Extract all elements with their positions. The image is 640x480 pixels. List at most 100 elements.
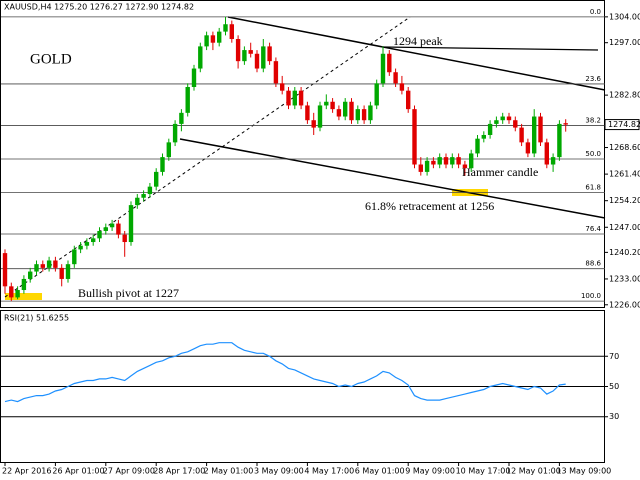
annotation: GOLD — [30, 51, 72, 67]
candle-body — [141, 194, 146, 198]
annotation: 1294 peak — [393, 34, 443, 48]
candle-body — [78, 245, 83, 250]
candle-body — [210, 35, 216, 43]
fib-trend — [4, 16, 411, 298]
candle-body — [450, 157, 455, 165]
marks: 1304.00 1297.00 1282.80 1268.60 1261.40 1254.… — [1, 8, 640, 476]
candle-body — [248, 50, 253, 54]
candle-body — [185, 86, 190, 113]
candle-body — [317, 105, 323, 128]
candle-body — [513, 120, 518, 128]
candle-body — [387, 53, 392, 73]
rsi-line — [4, 342, 566, 403]
y-tick-label: 1304.00 — [609, 12, 640, 21]
x-tick-label: 22 Apr 2016 — [2, 467, 51, 476]
upper-channel — [227, 16, 606, 91]
candle-body — [122, 234, 127, 243]
candle-body — [235, 39, 241, 62]
y-tick-label: 1268.60 — [609, 143, 640, 152]
x-tick-label: 3 May 09:00 — [254, 467, 304, 476]
y-tick-label: 1240.20 — [609, 248, 640, 257]
candle-body — [399, 83, 405, 91]
candle-body — [40, 264, 45, 268]
candle-body — [166, 142, 171, 158]
x-tick-label: 26 Apr 01:00 — [52, 467, 104, 476]
candle-body — [34, 264, 39, 272]
x-tick-label: 9 May 09:00 — [405, 467, 455, 476]
candle-body — [500, 116, 505, 121]
candle-body — [280, 83, 285, 91]
candle-body — [456, 157, 461, 165]
candle-body — [538, 116, 543, 143]
candle-body — [267, 46, 272, 62]
candle-body — [179, 112, 184, 124]
annotation: Hammer candle — [462, 165, 538, 179]
candle-body — [380, 53, 386, 84]
candle-body — [406, 90, 411, 110]
candle-body — [204, 35, 209, 47]
last-price-box — [604, 119, 640, 131]
x-tick-label: 4 May 17:00 — [304, 467, 354, 476]
pivot-highlight — [5, 293, 42, 300]
candle-body — [475, 138, 480, 154]
candle-body — [487, 123, 493, 135]
candle-body — [418, 164, 423, 172]
candle-body — [147, 186, 153, 195]
candle-body — [563, 123, 568, 125]
candle-body — [128, 205, 134, 243]
candle-body — [424, 160, 430, 172]
x-tick-label: 28 Apr 17:00 — [153, 467, 205, 476]
candle-body — [53, 260, 58, 268]
candle-body — [368, 105, 373, 121]
peak-line — [382, 46, 599, 51]
candle-body — [65, 264, 71, 279]
x-tick-label: 10 May 17:00 — [456, 467, 511, 476]
candle-body — [217, 31, 222, 43]
candle-body — [343, 101, 348, 117]
candle-body — [525, 142, 531, 154]
fib-label: 100.0 — [581, 292, 601, 300]
candle-body — [46, 260, 52, 268]
candle-body — [223, 24, 228, 32]
candle-body — [198, 46, 203, 69]
candle-body — [324, 101, 329, 106]
y-tick-label: 30 — [609, 412, 619, 421]
candle-body — [544, 142, 549, 165]
candle-body — [59, 267, 64, 279]
candle-body — [116, 223, 121, 235]
fib-label: 76.4 — [585, 225, 601, 233]
candle-body — [443, 157, 449, 165]
candle-body — [349, 101, 354, 121]
candle-body — [2, 253, 8, 287]
y-tick-label: 1282.80 — [609, 91, 640, 100]
candle-body — [557, 123, 562, 158]
fib-label: 38.2 — [585, 116, 601, 124]
candle-body — [481, 134, 486, 139]
candle-body — [374, 83, 379, 106]
x-tick-label: 12 May 01:00 — [506, 467, 561, 476]
y-tick-label: 1297.00 — [609, 38, 640, 47]
y-tick-label: 1261.40 — [609, 170, 640, 179]
fib-label: 23.6 — [585, 75, 601, 83]
fib-label: 61.8 — [585, 184, 601, 192]
candle-body — [494, 120, 499, 124]
candle-body — [242, 50, 247, 62]
candle-body — [506, 116, 512, 121]
candle-body — [532, 116, 537, 154]
candle-body — [311, 120, 316, 128]
fib-label: 50.0 — [585, 150, 601, 158]
candle-body — [254, 53, 260, 69]
candle-body — [431, 160, 436, 165]
candle-body — [298, 90, 304, 106]
candle-body — [393, 72, 398, 84]
candle-body — [160, 157, 165, 172]
y-tick-label: 50 — [609, 382, 619, 391]
candle-body — [469, 153, 474, 169]
candle-body — [412, 109, 417, 165]
x-tick-label: 6 May 01:00 — [355, 467, 405, 476]
candle-body — [229, 24, 234, 40]
candle-body — [97, 230, 102, 239]
y-tick-label: 1233.00 — [609, 274, 640, 283]
